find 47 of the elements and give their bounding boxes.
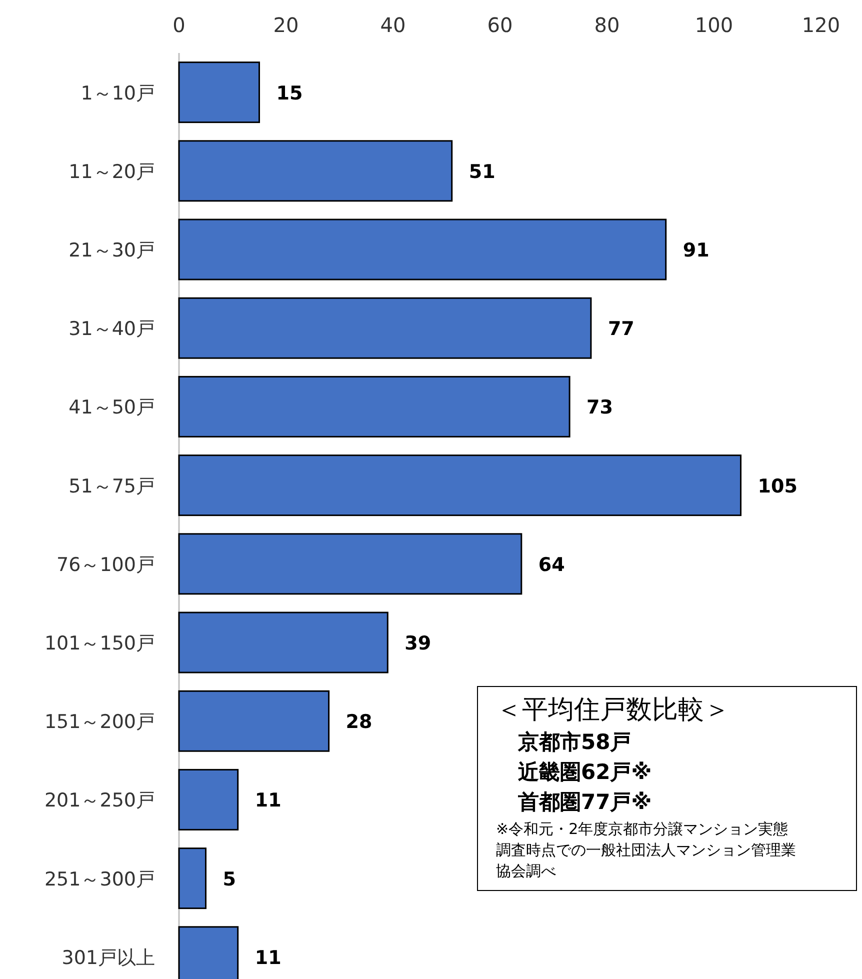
- data-label: 64: [538, 554, 565, 576]
- x-tick-label: 80: [594, 13, 620, 37]
- annotation: ＜平均住戸数比較＞: [496, 694, 731, 727]
- annotation: 京都市58戸: [517, 729, 632, 756]
- x-tick-label: 20: [273, 13, 299, 37]
- data-label: 105: [758, 475, 798, 498]
- bar: [178, 376, 570, 438]
- y-tick-label: 1～10戸: [80, 82, 155, 104]
- bar: [178, 848, 206, 910]
- data-label: 51: [468, 160, 496, 183]
- data-label: 73: [586, 396, 614, 419]
- y-tick-label: 21～30戸: [68, 240, 155, 262]
- bar: [178, 690, 330, 752]
- x-tick-label: 100: [694, 13, 734, 37]
- x-tick-label: 0: [172, 13, 186, 37]
- bar: [178, 218, 667, 280]
- annotation: 首都圏77戸※: [517, 789, 653, 816]
- annotation: 近畿圏62戸※: [517, 759, 653, 786]
- data-label: 15: [276, 82, 303, 104]
- bar: [178, 533, 522, 595]
- bar: [178, 297, 592, 359]
- data-label: 11: [254, 790, 282, 812]
- y-tick-label: 101～150戸: [44, 632, 155, 654]
- y-tick-label: 11～20戸: [68, 160, 155, 183]
- x-tick-label: 120: [802, 13, 840, 37]
- bar: [178, 140, 453, 202]
- y-tick-label: 201～250戸: [44, 790, 155, 812]
- bar: [178, 454, 742, 516]
- data-label: 11: [254, 946, 282, 969]
- data-label: 39: [404, 632, 432, 654]
- data-label: 91: [682, 240, 710, 262]
- y-tick-label: 31～40戸: [68, 318, 155, 340]
- annotation: ※令和元・2年度京都市分譲マンション実態調査時点での一般社団法人マンション管理業協会調べ: [496, 819, 796, 882]
- y-tick-label: 41～50戸: [68, 396, 155, 419]
- y-tick-label: 301戸以上: [62, 946, 155, 969]
- bar: [178, 612, 388, 674]
- x-tick-label: 60: [487, 13, 513, 37]
- y-tick-label: 51～75戸: [68, 475, 155, 498]
- x-tick-label: 40: [380, 13, 406, 37]
- bar: [178, 62, 260, 124]
- data-label: 28: [346, 711, 372, 734]
- bar: [178, 768, 239, 830]
- y-tick-label: 76～100戸: [56, 554, 155, 576]
- y-tick-label: 151～200戸: [44, 711, 155, 734]
- data-label: 77: [608, 318, 634, 340]
- data-label: 5: [222, 868, 236, 890]
- y-tick-label: 251～300戸: [44, 868, 155, 890]
